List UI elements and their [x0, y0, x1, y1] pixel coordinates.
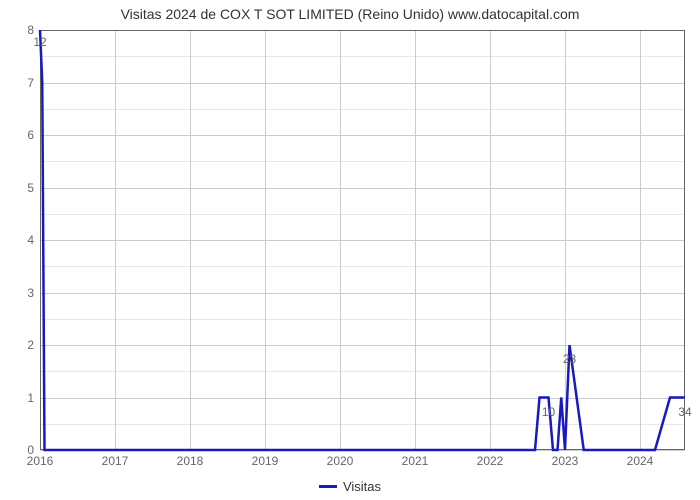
x-tick-label: 2017 [102, 450, 129, 468]
point-label: 23 [563, 352, 576, 366]
x-tick-label: 2022 [477, 450, 504, 468]
x-tick-label: 2018 [177, 450, 204, 468]
point-label: 12 [33, 35, 46, 49]
y-tick-label: 2 [27, 338, 40, 352]
plot-area: 0123456782016201720182019202020212022202… [40, 30, 685, 450]
y-tick-label: 4 [27, 233, 40, 247]
y-tick-label: 6 [27, 128, 40, 142]
point-label: 34 [678, 405, 691, 419]
y-tick-label: 1 [27, 391, 40, 405]
x-tick-label: 2020 [327, 450, 354, 468]
y-tick-label: 5 [27, 181, 40, 195]
x-tick-label: 2024 [627, 450, 654, 468]
series-line [40, 30, 685, 450]
point-label: 10 [542, 405, 555, 419]
legend-swatch [319, 485, 337, 488]
x-tick-label: 2023 [552, 450, 579, 468]
visits-chart: Visitas 2024 de COX T SOT LIMITED (Reino… [0, 0, 700, 500]
chart-legend: Visitas [319, 479, 381, 494]
legend-label: Visitas [343, 479, 381, 494]
x-tick-label: 2019 [252, 450, 279, 468]
x-tick-label: 2021 [402, 450, 429, 468]
chart-title: Visitas 2024 de COX T SOT LIMITED (Reino… [0, 6, 700, 22]
y-tick-label: 3 [27, 286, 40, 300]
x-tick-label: 2016 [27, 450, 54, 468]
y-tick-label: 7 [27, 76, 40, 90]
